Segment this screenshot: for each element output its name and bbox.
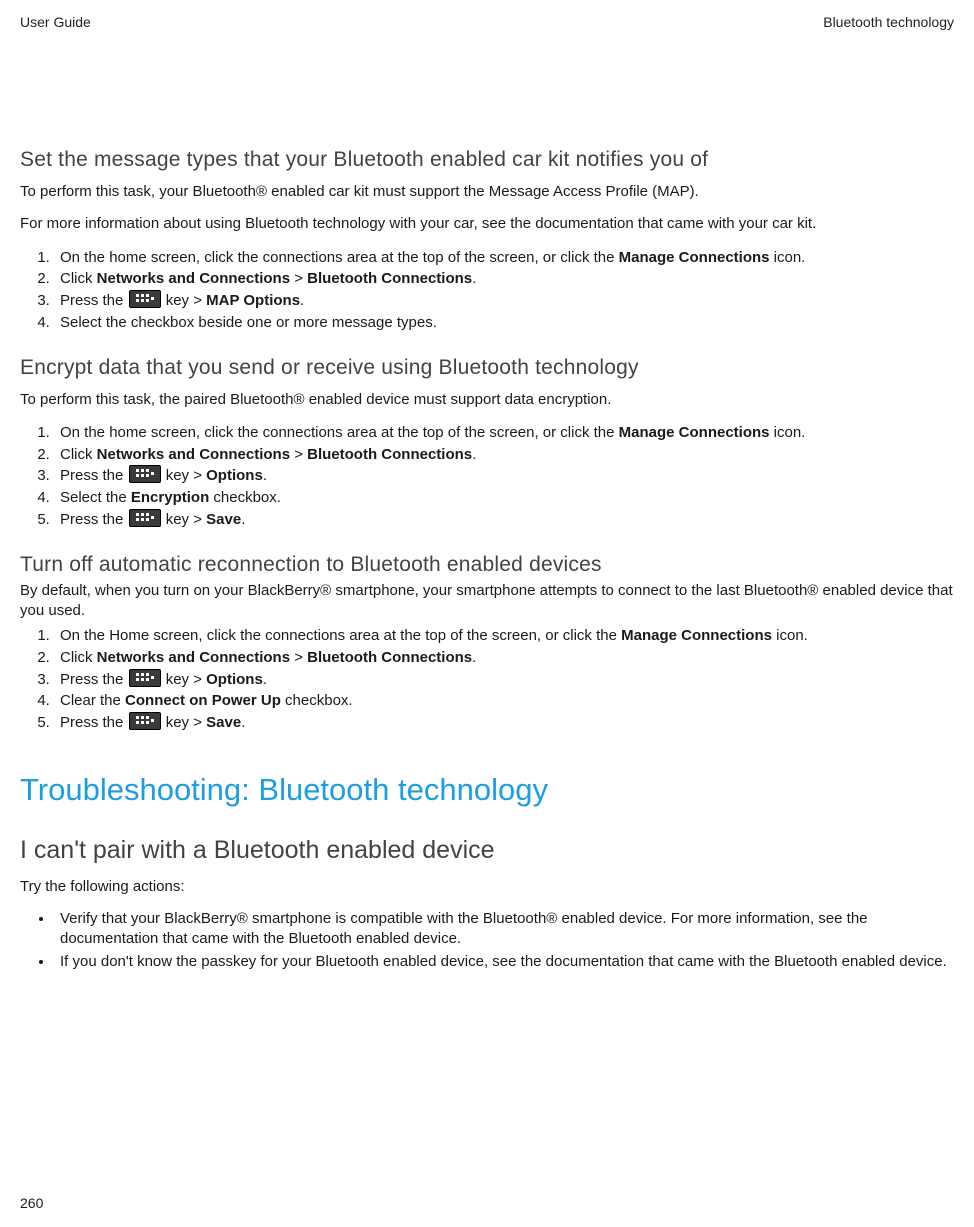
step-text: Click <box>60 649 97 666</box>
step-text: checkbox. <box>209 489 281 506</box>
bold-text: Networks and Connections <box>97 446 290 463</box>
step-text: . <box>300 292 304 309</box>
step-item: Press the key > Save. <box>54 712 954 734</box>
step-text: Press the <box>60 671 128 688</box>
step-text: On the home screen, click the connection… <box>60 424 619 441</box>
step-item: Press the key > Options. <box>54 669 954 691</box>
step-text: Select the checkbox beside one or more m… <box>60 314 437 331</box>
troubleshooting-heading: Troubleshooting: Bluetooth technology <box>20 772 954 808</box>
step-text: > <box>290 649 307 666</box>
step-text: key > <box>162 467 207 484</box>
header-right: Bluetooth technology <box>823 14 954 30</box>
menu-key-icon <box>129 669 161 687</box>
section-title: Turn off automatic reconnection to Bluet… <box>20 553 954 577</box>
step-text: On the home screen, click the connection… <box>60 249 619 266</box>
step-text: key > <box>162 292 207 309</box>
step-text: . <box>472 649 476 666</box>
bullet-text: Verify that your BlackBerry® smartphone … <box>60 910 868 947</box>
step-list: On the Home screen, click the connection… <box>20 625 954 734</box>
bullet-item: If you don't know the passkey for your B… <box>54 952 954 972</box>
step-text: Press the <box>60 511 128 528</box>
bold-text: MAP Options <box>206 292 300 309</box>
bold-text: Manage Connections <box>619 424 770 441</box>
page: User Guide Bluetooth technology Set the … <box>0 0 974 1227</box>
step-item: On the home screen, click the connection… <box>54 422 954 444</box>
step-item: On the Home screen, click the connection… <box>54 625 954 647</box>
step-text: Select the <box>60 489 131 506</box>
step-item: Click Networks and Connections > Bluetoo… <box>54 268 954 290</box>
step-item: Click Networks and Connections > Bluetoo… <box>54 647 954 669</box>
bullet-text: If you don't know the passkey for your B… <box>60 953 947 970</box>
page-number: 260 <box>20 1195 43 1211</box>
step-text: . <box>263 671 267 688</box>
section-map: Set the message types that your Bluetoot… <box>20 148 954 334</box>
section-intro-1: To perform this task, your Bluetooth® en… <box>20 182 954 202</box>
step-text: > <box>290 446 307 463</box>
menu-key-icon <box>129 465 161 483</box>
step-text: . <box>472 270 476 287</box>
step-text: Press the <box>60 714 128 731</box>
section-intro-2: For more information about using Bluetoo… <box>20 214 954 234</box>
bold-text: Bluetooth Connections <box>307 446 472 463</box>
step-text: icon. <box>770 249 806 266</box>
step-text: . <box>472 446 476 463</box>
step-text: . <box>241 714 245 731</box>
menu-key-icon <box>129 712 161 730</box>
section-title: Encrypt data that you send or receive us… <box>20 356 954 380</box>
bold-text: Bluetooth Connections <box>307 649 472 666</box>
bold-text: Save <box>206 511 241 528</box>
step-text: checkbox. <box>281 692 353 709</box>
section-title: Set the message types that your Bluetoot… <box>20 148 954 172</box>
bold-text: Options <box>206 671 263 688</box>
step-text: On the Home screen, click the connection… <box>60 627 621 644</box>
section-encrypt: Encrypt data that you send or receive us… <box>20 356 954 531</box>
section-reconnect: Turn off automatic reconnection to Bluet… <box>20 553 954 734</box>
step-item: Select the checkbox beside one or more m… <box>54 312 954 334</box>
section-intro: To perform this task, the paired Bluetoo… <box>20 390 954 410</box>
step-text: Press the <box>60 467 128 484</box>
header-left: User Guide <box>20 14 91 30</box>
step-item: Select the Encryption checkbox. <box>54 487 954 509</box>
bold-text: Encryption <box>131 489 209 506</box>
step-item: Click Networks and Connections > Bluetoo… <box>54 444 954 466</box>
bullet-item: Verify that your BlackBerry® smartphone … <box>54 909 954 950</box>
step-text: icon. <box>772 627 808 644</box>
step-text: Press the <box>60 292 128 309</box>
bullet-list: Verify that your BlackBerry® smartphone … <box>20 909 954 972</box>
bold-text: Manage Connections <box>621 627 772 644</box>
step-item: On the home screen, click the connection… <box>54 247 954 269</box>
step-text: > <box>290 270 307 287</box>
step-text: key > <box>162 511 207 528</box>
section-intro: By default, when you turn on your BlackB… <box>20 581 954 622</box>
bold-text: Options <box>206 467 263 484</box>
running-header: User Guide Bluetooth technology <box>20 14 954 30</box>
bold-text: Save <box>206 714 241 731</box>
step-list: On the home screen, click the connection… <box>20 247 954 334</box>
step-text: Click <box>60 446 97 463</box>
step-text: Click <box>60 270 97 287</box>
step-item: Press the key > Options. <box>54 465 954 487</box>
bold-text: Bluetooth Connections <box>307 270 472 287</box>
step-item: Clear the Connect on Power Up checkbox. <box>54 690 954 712</box>
troubleshooting-subhead: I can't pair with a Bluetooth enabled de… <box>20 836 954 865</box>
step-list: On the home screen, click the connection… <box>20 422 954 531</box>
troubleshooting-intro: Try the following actions: <box>20 877 954 897</box>
bold-text: Networks and Connections <box>97 649 290 666</box>
step-text: . <box>263 467 267 484</box>
menu-key-icon <box>129 290 161 308</box>
bold-text: Manage Connections <box>619 249 770 266</box>
step-text: icon. <box>770 424 806 441</box>
step-text: . <box>241 511 245 528</box>
bold-text: Networks and Connections <box>97 270 290 287</box>
step-item: Press the key > Save. <box>54 509 954 531</box>
step-text: key > <box>162 671 207 688</box>
step-text: key > <box>162 714 207 731</box>
menu-key-icon <box>129 509 161 527</box>
bold-text: Connect on Power Up <box>125 692 281 709</box>
step-item: Press the key > MAP Options. <box>54 290 954 312</box>
step-text: Clear the <box>60 692 125 709</box>
